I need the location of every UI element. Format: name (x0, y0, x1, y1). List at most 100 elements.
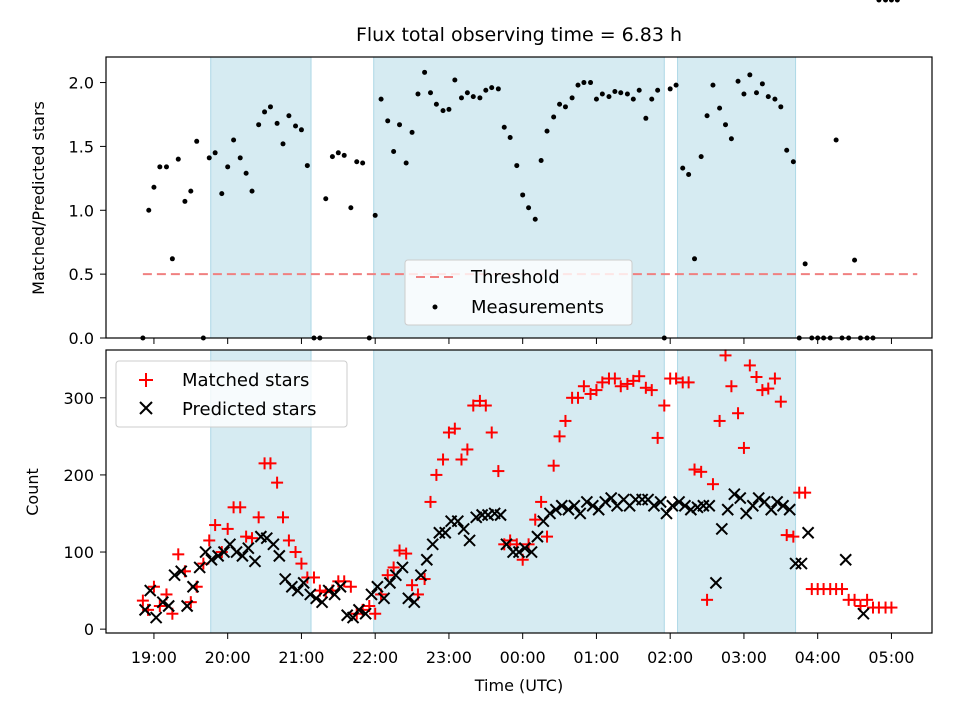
predicted-star-point (697, 499, 710, 512)
counts-y-label: Count (23, 468, 42, 516)
measurement-point (495, 86, 501, 92)
measurement-point (188, 188, 194, 194)
matched-star-point (701, 593, 714, 606)
legend-frame (404, 259, 633, 326)
predicted-star-point (562, 503, 575, 516)
predicted-star-point (175, 565, 188, 578)
predicted-star-point (451, 514, 464, 528)
predicted-star-point (574, 507, 587, 520)
measurement-point (593, 96, 599, 102)
measurement-point (501, 124, 507, 130)
matched-star-point (577, 380, 590, 393)
matched-star-point (264, 457, 277, 470)
measurement-point (464, 90, 470, 96)
matched-star-point (282, 534, 295, 547)
measurement-point (489, 85, 495, 91)
measurement-point (894, 0, 900, 3)
measurement-point (470, 94, 476, 100)
matched-star-point (596, 376, 609, 389)
counts-legend: Matched stars Predicted stars (115, 360, 348, 428)
matched-star-point (338, 575, 351, 588)
predicted-star-point (647, 499, 661, 512)
measurement-point (175, 156, 181, 162)
predicted-star-point (703, 499, 716, 512)
measurement-point (286, 113, 292, 119)
matched-star-point (424, 495, 437, 508)
predicted-star-point (138, 603, 152, 617)
predicted-star-point (715, 522, 729, 536)
matched-star-point (535, 495, 548, 508)
matched-star-point (448, 422, 461, 435)
matched-star-point (289, 546, 302, 559)
measurement-point (157, 164, 163, 170)
matched-star-point (485, 426, 498, 439)
predicted-star-point (728, 487, 741, 501)
measurement-point (409, 129, 415, 135)
matched-star-point (732, 407, 745, 420)
measurement-point (483, 87, 489, 93)
measurement-point (440, 108, 446, 114)
measurement-point (790, 159, 796, 165)
matched-star-point (455, 453, 468, 466)
measurement-point (256, 122, 262, 128)
predicted-star-point (654, 495, 667, 509)
predicted-star-point (396, 561, 409, 574)
measurement-point (169, 256, 175, 262)
y-tick-label: 1.5 (69, 137, 94, 156)
measurement-point (243, 170, 249, 176)
matched-star-point (695, 465, 708, 478)
measurement-point (335, 150, 341, 156)
matched-star-point (553, 430, 566, 443)
measurement-point (397, 122, 403, 128)
measurement-point (680, 165, 686, 171)
predicted-star-point (635, 493, 649, 506)
measurement-point (588, 80, 594, 86)
measurement-point (163, 164, 169, 170)
predicted-star-point (346, 611, 360, 624)
predicted-star-point (770, 495, 784, 509)
counts-panel: 0 100 200 300 19:00 20:00 21:00 22:00 23:00 00:0… (23, 349, 933, 695)
predicted-star-point (734, 491, 747, 505)
predicted-star-point (328, 588, 341, 601)
matched-star-point (768, 372, 781, 385)
predicted-star-point (433, 526, 446, 539)
legend-matched-swatch (139, 373, 153, 387)
predicted-star-point (242, 541, 255, 555)
predicted-star-point (309, 592, 323, 605)
measurement-point (833, 137, 839, 143)
legend-threshold-label: Threshold (470, 267, 560, 288)
predicted-star-point (205, 553, 218, 566)
y-tick-label: 300 (63, 389, 94, 408)
matched-star-point (885, 601, 898, 614)
matched-star-point (762, 382, 775, 395)
measurement-point (477, 95, 483, 101)
matched-star-point (381, 569, 394, 582)
x-tick-label: 01:00 (573, 648, 619, 667)
measurement-point (452, 77, 458, 83)
ratio-points (140, 0, 900, 341)
measurement-point (231, 137, 237, 143)
clear-sky-band (677, 56, 797, 339)
matched-star-point (136, 594, 149, 607)
measurement-point (778, 104, 784, 110)
measurement-point (575, 82, 581, 88)
matched-star-point (221, 522, 234, 535)
predicted-star-point (236, 549, 249, 563)
predicted-star-point (599, 495, 612, 509)
legend-measurements-swatch (432, 304, 438, 310)
legend-predicted-swatch (139, 401, 153, 415)
legend-matched-label: Matched stars (182, 370, 309, 391)
measurement-point (219, 191, 225, 197)
predicted-star-point (789, 557, 802, 570)
matched-star-point (608, 372, 621, 385)
predicted-star-point (765, 503, 778, 516)
measurement-point (649, 96, 655, 102)
matched-star-point (639, 381, 652, 394)
measurement-point (194, 138, 200, 144)
matched-star-point (670, 372, 683, 385)
ratio-x-ticks (153, 338, 892, 344)
matched-star-point (307, 571, 320, 584)
matched-star-point (467, 399, 480, 412)
measurement-point (507, 134, 513, 140)
predicted-star-point (580, 495, 594, 509)
